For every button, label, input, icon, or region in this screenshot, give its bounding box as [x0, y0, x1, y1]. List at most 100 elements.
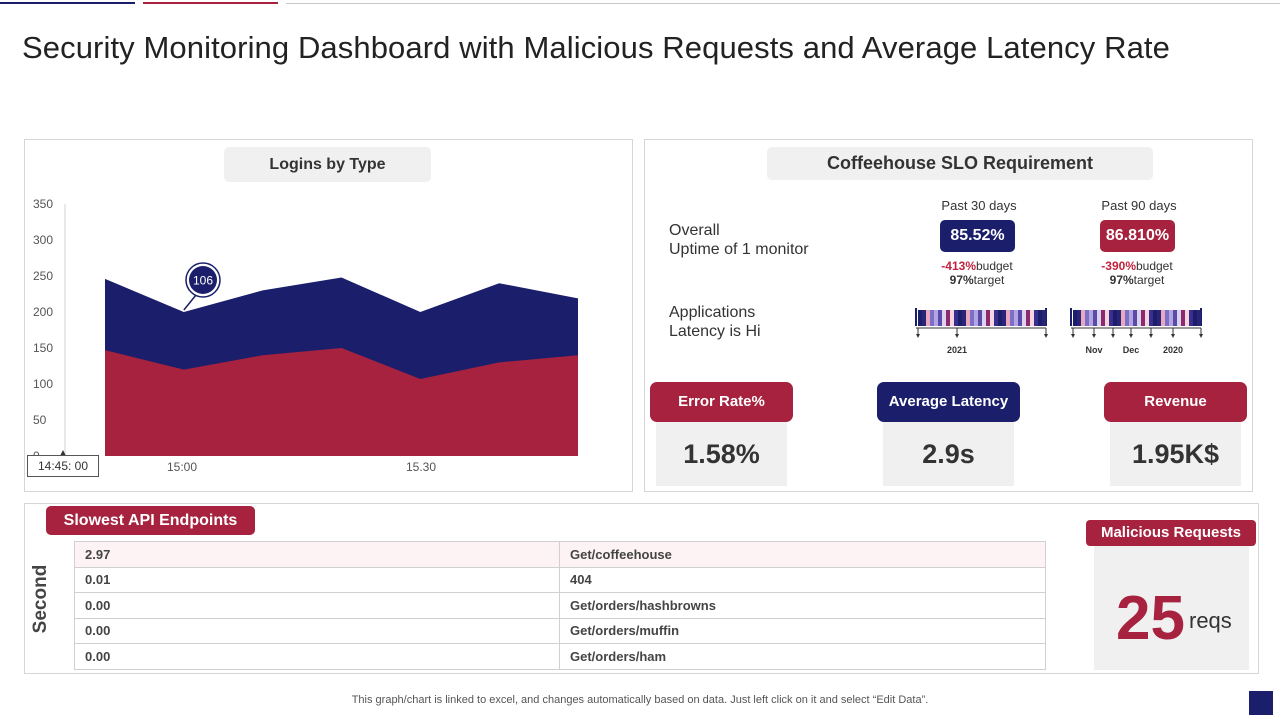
y-tick-label: 350	[33, 197, 53, 211]
latency-stripe	[918, 310, 922, 326]
average-latency-value: 2.9s	[883, 422, 1014, 486]
past90-label: Past 90 days	[1101, 198, 1177, 213]
x-tick-label: 15:00	[167, 460, 197, 474]
latency-label: Applications Latency is Hi	[669, 303, 761, 341]
latency-stripe	[1169, 310, 1173, 326]
latency-stripe	[1022, 310, 1026, 326]
time-start-label: 14:45: 00	[27, 455, 99, 477]
latency-stripe	[1197, 310, 1201, 326]
past30-budget-word: budget	[975, 259, 1013, 273]
latency-stripe	[1137, 310, 1141, 326]
past90-uptime-badge: 86.810%	[1100, 220, 1175, 252]
endpoint-seconds: 0.00	[74, 617, 560, 644]
latency-stripe	[1157, 310, 1161, 326]
latency-stripe	[986, 310, 990, 326]
latency-stripe	[1030, 310, 1034, 326]
timeline-label: Nov	[1085, 345, 1102, 355]
latency-stripe	[922, 310, 926, 326]
page-title: Security Monitoring Dashboard with Malic…	[22, 30, 1170, 65]
past90-budget-pct: -390%	[1101, 259, 1136, 273]
seconds-axis-label: Second	[30, 564, 51, 634]
latency-stripe	[1117, 310, 1121, 326]
latency-stripe	[1173, 310, 1177, 326]
latency-stripe	[1161, 310, 1165, 326]
accent-divider	[286, 3, 1280, 4]
latency-stripe	[950, 310, 954, 326]
endpoint-path: Get/orders/muffin	[559, 617, 1046, 644]
timeline-arrow	[955, 334, 959, 338]
revenue-heading: Revenue	[1104, 382, 1247, 422]
past30-budget: -413%budget 97%target	[922, 259, 1032, 287]
timeline-arrow	[1044, 334, 1048, 338]
timeline-arrow	[1129, 334, 1133, 338]
endpoint-path: Get/orders/hashbrowns	[559, 592, 1046, 619]
latency-stripe	[1038, 310, 1042, 326]
latency-stripe	[1101, 310, 1105, 326]
latency-stripe	[1097, 310, 1101, 326]
latency-stripe	[1073, 310, 1077, 326]
latency-stripe	[1081, 310, 1085, 326]
table-row: 0.01 404	[74, 566, 1046, 593]
accent-segment-navy	[0, 2, 135, 4]
latency-label-line2: Latency is Hi	[669, 323, 761, 340]
latency-stripe	[1014, 310, 1018, 326]
y-tick-label: 150	[33, 341, 53, 355]
latency-timeline-30: 2021	[915, 308, 1048, 355]
logins-chart-panel[interactable]: Logins by Type 35030025020015010050015:0…	[24, 139, 633, 492]
timeline-arrow	[1111, 334, 1115, 338]
endpoint-seconds: 2.97	[74, 541, 560, 568]
slo-panel: Coffeehouse SLO Requirement Overall Upti…	[644, 139, 1253, 492]
logins-chart-heading: Logins by Type	[224, 147, 431, 182]
table-row: 0.00 Get/orders/hashbrowns	[74, 592, 1046, 619]
uptime-label-line1: Overall	[669, 222, 720, 239]
latency-stripe	[982, 310, 986, 326]
latency-stripe	[974, 310, 978, 326]
x-tick-label: 15.30	[406, 460, 436, 474]
latency-stripe	[1121, 310, 1125, 326]
api-endpoints-panel: Slowest API Endpoints Second 2.97 Get/cof…	[24, 503, 1259, 674]
latency-stripe	[1018, 310, 1022, 326]
latency-stripe	[1010, 310, 1014, 326]
past30-target-pct: 97%	[949, 273, 974, 287]
latency-timeline-90: Nov Dec 2020	[1070, 308, 1203, 355]
timeline-arrow	[916, 334, 920, 338]
latency-stripe	[954, 310, 958, 326]
latency-stripe	[998, 310, 1002, 326]
timeline-arrow	[1171, 334, 1175, 338]
timeline-label: 2021	[947, 345, 967, 355]
uptime-label: Overall Uptime of 1 monitor	[669, 221, 809, 259]
y-tick-label: 250	[33, 269, 53, 283]
y-tick-label: 300	[33, 233, 53, 247]
latency-stripe	[1189, 310, 1193, 326]
corner-square	[1249, 691, 1273, 715]
latency-stripe	[1129, 310, 1133, 326]
latency-stripe	[1145, 310, 1149, 326]
latency-stripe	[1153, 310, 1157, 326]
area-series-2[interactable]	[105, 348, 578, 456]
error-rate-heading: Error Rate%	[650, 382, 793, 422]
callout-pointer	[183, 294, 197, 311]
latency-stripe	[1042, 310, 1046, 326]
endpoint-path: Get/coffeehouse	[559, 541, 1046, 568]
past90-budget-word: budget	[1135, 259, 1173, 273]
callout-bubble[interactable]	[189, 266, 217, 294]
footer-note: This graph/chart is linked to excel, and…	[351, 694, 929, 706]
latency-stripe	[1141, 310, 1145, 326]
callout-label: 106	[193, 274, 213, 288]
latency-stripe	[1077, 310, 1081, 326]
latency-stripe	[942, 310, 946, 326]
past90-target-word: target	[1133, 273, 1165, 287]
endpoint-seconds: 0.00	[74, 592, 560, 619]
timeline-arrow	[1149, 334, 1153, 338]
top-accent-bar	[0, 0, 1280, 6]
accent-segment-crimson	[143, 2, 278, 4]
malicious-requests-count: 25	[1116, 584, 1185, 653]
table-row: 2.97 Get/coffeehouse	[74, 541, 1046, 568]
latency-stripe	[1002, 310, 1006, 326]
api-endpoints-table: 2.97 Get/coffeehouse 0.01 404 0.00 Get/orders…	[74, 541, 1046, 670]
past30-budget-pct: -413%	[941, 259, 976, 273]
revenue-value: 1.95K$	[1110, 422, 1241, 486]
past30-target-word: target	[973, 273, 1005, 287]
latency-stripe	[1113, 310, 1117, 326]
